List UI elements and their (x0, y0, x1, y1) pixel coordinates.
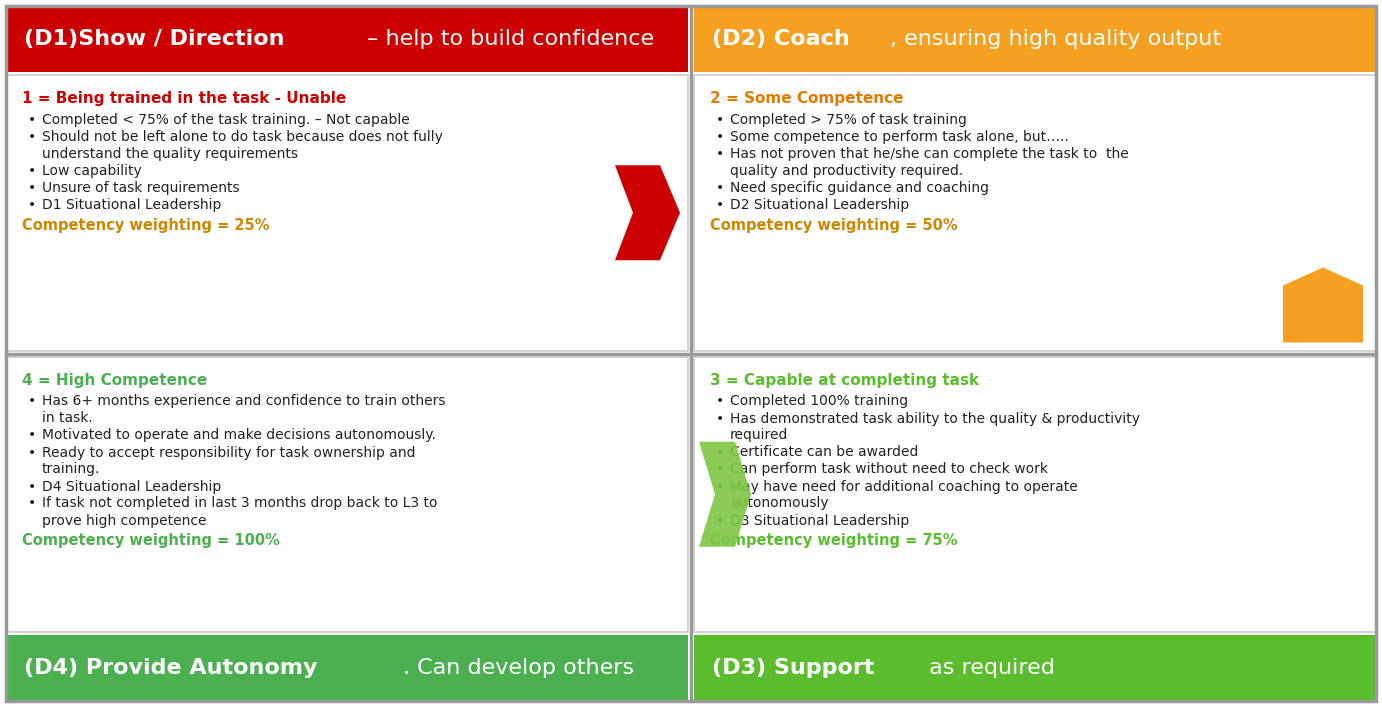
Bar (6, 75, 688, 351)
Text: in task.: in task. (41, 411, 93, 426)
Text: D4 Situational Leadership: D4 Situational Leadership (41, 479, 221, 493)
Bar (694, 635, 1376, 701)
Text: •: • (716, 181, 724, 195)
Text: •: • (716, 462, 724, 477)
Bar (6, 6, 688, 72)
Text: •: • (716, 411, 724, 426)
Text: (D4) Provide Autonomy: (D4) Provide Autonomy (23, 658, 318, 678)
Text: If task not completed in last 3 months drop back to L3 to: If task not completed in last 3 months d… (41, 496, 438, 510)
Text: Has not proven that he/she can complete the task to  the: Has not proven that he/she can complete … (730, 147, 1129, 161)
Text: Should not be left alone to do task because does not fully: Should not be left alone to do task beca… (41, 130, 442, 144)
Text: Can perform task without need to check work: Can perform task without need to check w… (730, 462, 1048, 477)
Text: •: • (28, 479, 36, 493)
Text: 4 = High Competence: 4 = High Competence (22, 373, 207, 387)
Text: D1 Situational Leadership: D1 Situational Leadership (41, 198, 221, 212)
Text: •: • (716, 130, 724, 144)
Text: 2 = Some Competence: 2 = Some Competence (710, 91, 904, 106)
Text: •: • (716, 147, 724, 161)
Text: 3 = Capable at completing task: 3 = Capable at completing task (710, 373, 978, 387)
Text: Need specific guidance and coaching: Need specific guidance and coaching (730, 181, 990, 195)
Bar (694, 6, 1376, 72)
Text: understand the quality requirements: understand the quality requirements (41, 147, 299, 161)
Text: Has 6+ months experience and confidence to train others: Has 6+ months experience and confidence … (41, 395, 445, 409)
Bar (694, 75, 1376, 351)
Text: Completed < 75% of the task training. – Not capable: Completed < 75% of the task training. – … (41, 113, 409, 127)
Text: •: • (28, 113, 36, 127)
Text: Competency weighting = 25%: Competency weighting = 25% (22, 218, 269, 233)
Text: training.: training. (41, 462, 101, 477)
Text: , ensuring high quality output: , ensuring high quality output (890, 29, 1220, 49)
Text: Competency weighting = 100%: Competency weighting = 100% (22, 534, 281, 549)
Text: •: • (28, 395, 36, 409)
Polygon shape (699, 442, 750, 547)
Text: May have need for additional coaching to operate: May have need for additional coaching to… (730, 479, 1078, 493)
Text: •: • (28, 198, 36, 212)
Text: Competency weighting = 75%: Competency weighting = 75% (710, 534, 958, 549)
Text: Some competence to perform task alone, but…..: Some competence to perform task alone, b… (730, 130, 1068, 144)
Bar (6, 356, 688, 632)
Text: •: • (28, 130, 36, 144)
Text: (D2) Coach: (D2) Coach (712, 29, 850, 49)
Text: Has demonstrated task ability to the quality & productivity: Has demonstrated task ability to the qua… (730, 411, 1140, 426)
Text: •: • (716, 113, 724, 127)
Bar (694, 356, 1376, 632)
Text: •: • (716, 198, 724, 212)
Text: (D1)Show / Direction: (D1)Show / Direction (23, 29, 285, 49)
Text: •: • (716, 445, 724, 460)
Text: Ready to accept responsibility for task ownership and: Ready to accept responsibility for task … (41, 445, 416, 460)
Text: D3 Situational Leadership: D3 Situational Leadership (730, 513, 909, 527)
Text: •: • (28, 164, 36, 178)
Text: – help to build confidence: – help to build confidence (361, 29, 654, 49)
Text: •: • (28, 445, 36, 460)
Text: •: • (716, 513, 724, 527)
Text: (D3) Support: (D3) Support (712, 658, 875, 678)
Text: Completed 100% training: Completed 100% training (730, 395, 908, 409)
Text: Certificate can be awarded: Certificate can be awarded (730, 445, 919, 460)
Polygon shape (615, 165, 680, 260)
Text: as required: as required (922, 658, 1054, 678)
Text: Competency weighting = 50%: Competency weighting = 50% (710, 218, 958, 233)
Text: autonomously: autonomously (730, 496, 829, 510)
Text: •: • (716, 395, 724, 409)
Text: prove high competence: prove high competence (41, 513, 206, 527)
Bar (6, 635, 688, 701)
Text: Unsure of task requirements: Unsure of task requirements (41, 181, 239, 195)
Text: required: required (730, 428, 788, 443)
Text: Completed > 75% of task training: Completed > 75% of task training (730, 113, 967, 127)
Text: 1 = Being trained in the task - Unable: 1 = Being trained in the task - Unable (22, 91, 347, 106)
Text: Motivated to operate and make decisions autonomously.: Motivated to operate and make decisions … (41, 428, 435, 443)
Text: D2 Situational Leadership: D2 Situational Leadership (730, 198, 909, 212)
Text: •: • (28, 181, 36, 195)
Text: •: • (28, 428, 36, 443)
Text: Low capability: Low capability (41, 164, 142, 178)
Polygon shape (1282, 267, 1363, 342)
Text: . Can develop others: . Can develop others (402, 658, 634, 678)
Text: •: • (28, 496, 36, 510)
Text: quality and productivity required.: quality and productivity required. (730, 164, 963, 178)
Text: •: • (716, 479, 724, 493)
